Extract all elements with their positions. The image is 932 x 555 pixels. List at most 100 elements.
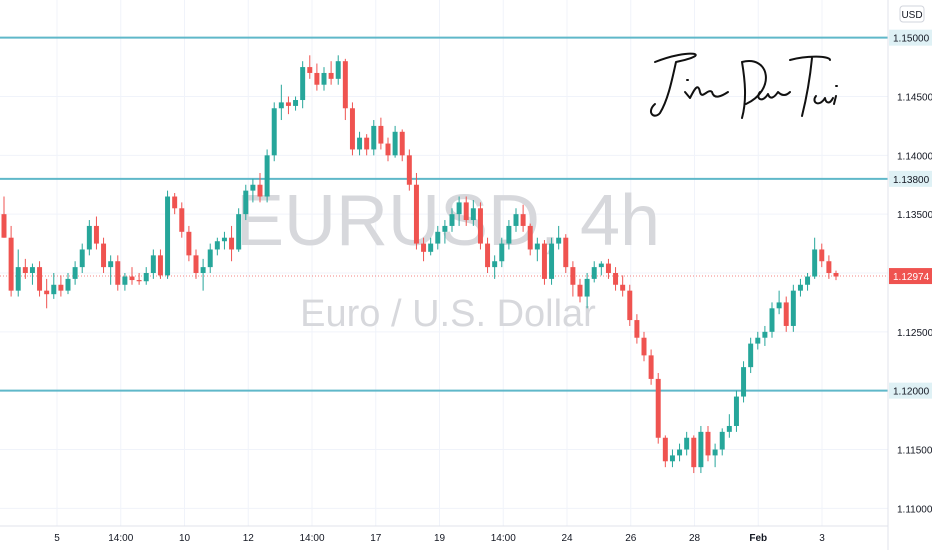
candle (250, 178, 256, 203)
watermark-description: Euro / U.S. Dollar (300, 293, 596, 335)
candle-body (378, 125, 384, 144)
candle (399, 129, 405, 162)
candle-body (349, 108, 355, 150)
candle-body (122, 276, 128, 285)
candle-body (584, 278, 590, 297)
candle (129, 267, 135, 285)
candle (634, 314, 640, 344)
currency-label: USD (901, 10, 922, 21)
candle-body (392, 131, 398, 156)
candle (492, 255, 498, 279)
price-tick-label: 1.14500 (897, 92, 932, 103)
candle (833, 270, 839, 281)
candle-body (285, 102, 291, 106)
candle (8, 225, 14, 297)
candle-body (129, 276, 135, 281)
candle (705, 425, 711, 462)
price-label-text: 1.12974 (893, 272, 930, 283)
candle (136, 273, 142, 285)
candle (321, 67, 327, 91)
candle (584, 273, 590, 309)
candle (44, 278, 50, 309)
candle (477, 202, 483, 250)
candle (221, 231, 227, 250)
candle-body (108, 261, 114, 268)
candles (1, 55, 839, 474)
candle (172, 192, 178, 215)
candle-body (321, 72, 327, 85)
candle (669, 449, 675, 468)
candle (264, 149, 270, 203)
candle (93, 216, 99, 250)
price-axis[interactable]: 1.110001.115001.125001.130001.135001.140… (897, 92, 932, 515)
candle (179, 202, 185, 238)
time-axis[interactable]: 5 14:00 10 12 14:00 17 19 14:00 24 26 28 Feb 3 (54, 533, 825, 544)
grid (0, 0, 888, 526)
candle (278, 84, 284, 121)
candle-body (541, 243, 547, 279)
candle (556, 225, 562, 250)
candle-body (783, 302, 789, 326)
candle-body (200, 267, 206, 274)
price-label-box (889, 268, 932, 285)
time-tick-label: 19 (434, 533, 446, 544)
candle (122, 273, 128, 291)
candle (812, 237, 818, 279)
time-tick-label: 14:00 (108, 533, 133, 544)
price-tick-label: 1.14000 (897, 151, 932, 162)
candle-body (549, 243, 555, 279)
candle (769, 302, 775, 338)
candle-body (598, 263, 604, 268)
candle (698, 425, 704, 474)
candle-body (214, 241, 220, 250)
candle-body (527, 225, 533, 250)
candle (406, 149, 412, 191)
currency-badge[interactable] (899, 5, 925, 23)
candle-body (364, 137, 370, 150)
candle-body (662, 437, 668, 462)
candle (229, 225, 235, 262)
candle (101, 237, 107, 274)
candle (385, 137, 391, 162)
candle-body (29, 267, 35, 274)
candle-body (712, 449, 718, 456)
candle (378, 117, 384, 150)
candle-body (93, 225, 99, 244)
candle (748, 337, 754, 374)
candle (790, 284, 796, 332)
candle-body (485, 243, 491, 268)
candle-body (15, 267, 21, 291)
candle-body (534, 243, 540, 250)
candle (72, 261, 78, 285)
candle-body (776, 302, 782, 309)
candle (307, 55, 313, 79)
candle-body (677, 449, 683, 456)
candle (435, 225, 441, 250)
candle (22, 258, 28, 279)
level-label: 1.12000 (893, 387, 930, 398)
candle (15, 249, 21, 297)
candle (655, 373, 661, 444)
candle-body (300, 67, 306, 101)
candle-body (1, 214, 7, 238)
candle-body (22, 267, 28, 274)
candle (165, 190, 171, 279)
candle-body (307, 67, 313, 73)
candle-body (492, 261, 498, 268)
candle (421, 237, 427, 262)
candle (115, 255, 121, 291)
candle (456, 196, 462, 226)
candle (300, 61, 306, 109)
candle-body (620, 284, 626, 291)
candle (819, 243, 825, 268)
horizontal-levels[interactable]: 1.15000 1.13800 1.12000 (0, 29, 932, 399)
candle-body (157, 255, 163, 276)
candle (797, 278, 803, 297)
candle-body (470, 208, 476, 221)
candle-body (115, 261, 121, 285)
candle-body (72, 267, 78, 279)
candle-body (421, 243, 427, 252)
time-tick-label: 26 (625, 533, 637, 544)
